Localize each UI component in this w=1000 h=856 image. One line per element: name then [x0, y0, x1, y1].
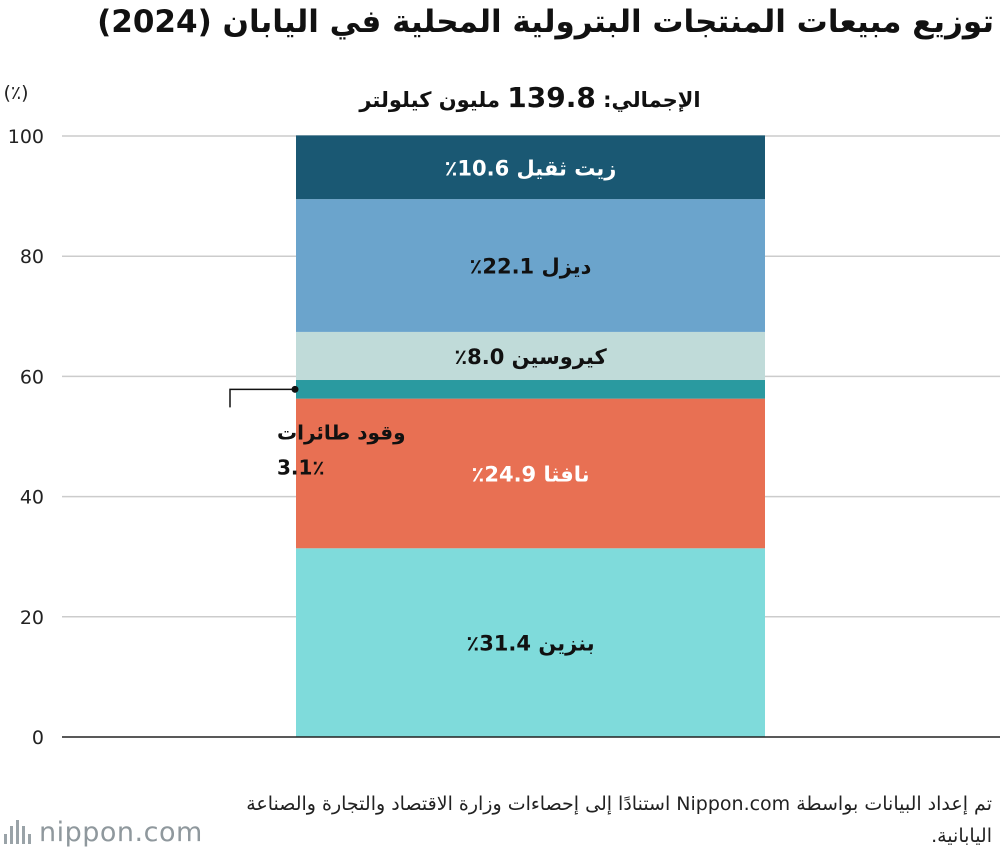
y-tick-label-80: 80 [20, 246, 44, 268]
total-label-prefix: الإجمالي: [603, 88, 700, 112]
callout-line [229, 388, 295, 408]
bar-segment-5 [296, 135, 765, 200]
total-value: 139.8 [507, 81, 596, 114]
chart-plot: (٪) الإجمالي: 139.8 مليون كيلولتر 0 20 40 6… [3, 81, 1000, 749]
y-tick-label-100: 100 [8, 126, 44, 148]
bar-segment-1 [296, 398, 765, 549]
side-label-value: 3.1٪ [277, 455, 325, 479]
bar-segment-2 [296, 380, 765, 399]
stacked-bar [296, 135, 765, 737]
y-tick-label-0: 0 [32, 727, 44, 749]
bar-segment-3 [296, 331, 765, 381]
segment-label-5: زيت ثقيل 10.6٪ [445, 156, 617, 180]
segment-label-3: كيروسين 8.0٪ [454, 345, 607, 369]
total-unit: مليون كيلولتر [358, 88, 500, 112]
y-axis-ticks: 0 20 40 60 80 100 [8, 126, 44, 749]
source-note: تم إعداد البيانات بواسطة Nippon.com استن… [246, 793, 992, 847]
segment-label-4: ديزل 22.1٪ [470, 255, 592, 279]
segment-labels: بنزين 31.4٪ نافثا 24.9٪ وقود طائرات 3.1٪ كير… [229, 156, 617, 656]
y-unit-label: (٪) [3, 82, 28, 104]
y-tick-label-20: 20 [20, 607, 44, 629]
y-tick-label-60: 60 [20, 366, 44, 388]
logo-mark-icon [4, 820, 31, 844]
nippon-logo[interactable]: nippon.com [4, 812, 203, 852]
side-label-name: وقود طائرات [277, 420, 406, 444]
bar-segment-0 [296, 548, 765, 737]
logo-text: nippon.com [39, 816, 203, 848]
chart-title: توزيع مبيعات المنتجات البترولية المحلية … [97, 4, 994, 40]
segment-label-1: نافثا 24.9٪ [472, 462, 590, 486]
bar-segment-4 [296, 199, 765, 332]
total-label: الإجمالي: 139.8 مليون كيلولتر [358, 81, 700, 114]
segment-label-0: بنزين 31.4٪ [466, 632, 594, 656]
y-tick-label-40: 40 [20, 487, 44, 509]
